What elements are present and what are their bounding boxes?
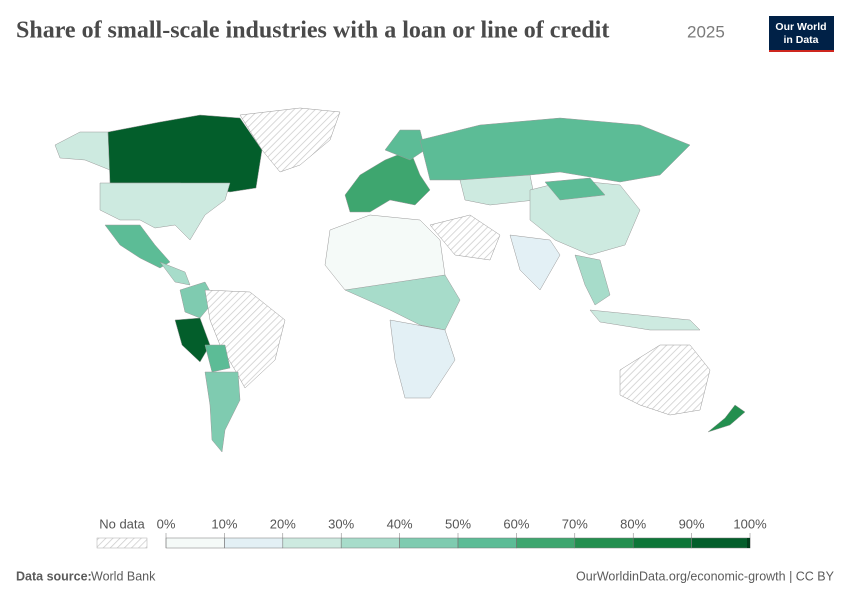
logo-bar [769,50,834,52]
canada [107,114,263,193]
year: 2025 [687,22,725,41]
legend-tick-label: 0% [157,516,176,531]
australia [619,344,711,416]
legend-tick-label: 30% [328,516,354,531]
central-america [159,261,191,286]
legend-bin [457,537,517,549]
legend-bin [516,537,576,549]
legend-tick-label: 40% [387,516,413,531]
europe [344,149,431,213]
logo-text: in Data [783,34,818,46]
alaska [54,131,111,171]
bolivia [204,344,231,373]
legend-tick-label: 100% [733,516,767,531]
legend-no-data-label: No data [99,516,145,531]
southeast-asia [574,254,611,306]
mongolia [544,177,606,201]
legend-bin [632,537,692,549]
url: OurWorldinData.org/economic-growth | CC … [576,569,835,583]
legend-bin [282,537,342,549]
source: World Bank [91,569,156,583]
southern-africa [389,319,456,399]
legend-bin [691,537,751,549]
legend: No data 0% 10% 20% 30% 40% 50% 60% 70% 80% 90% 100… [96,516,767,549]
mexico [104,224,171,269]
legend-tick-label: 80% [620,516,646,531]
legend-tick-label: 70% [562,516,588,531]
indonesia [589,309,701,331]
title: Share of small-scale industries with a l… [16,18,609,44]
legend-tick-label: 20% [270,516,296,531]
legend-edge [747,538,750,548]
legend-bin [574,537,634,549]
argentina [204,371,241,453]
logo-text: Our World [775,21,826,33]
new-zealand [707,404,746,433]
legend-tick-label: 50% [445,516,471,531]
legend-tick-label: 60% [503,516,529,531]
source-label: Data source: [16,569,92,583]
peru [174,317,211,363]
kazakhstan [459,174,536,206]
legend-tick-label: 10% [211,516,237,531]
legend-tick-label: 90% [679,516,705,531]
middle-east [429,214,501,261]
legend-bin [399,537,459,549]
legend-bin [224,537,284,549]
greenland [239,107,341,173]
brazil [204,289,286,389]
russia [419,117,691,183]
scandinavia [384,129,426,161]
logo [769,16,834,52]
legend-bin [165,537,225,549]
usa [99,182,231,241]
india [509,234,561,291]
legend-no-data-swatch [96,537,148,549]
map [54,107,746,453]
legend-bin [340,537,400,549]
